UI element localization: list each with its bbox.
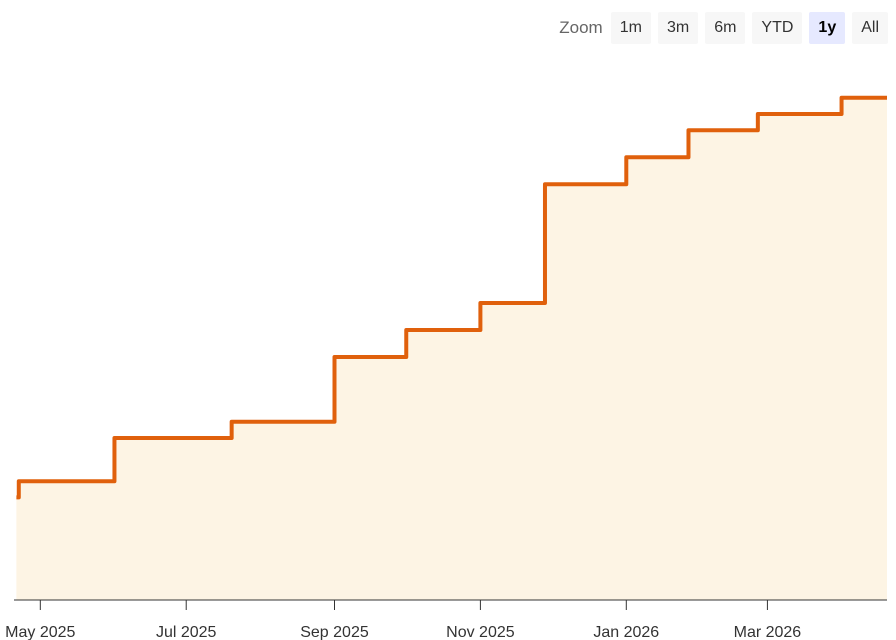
- series-area-fill: [16, 97, 887, 601]
- zoom-controls: Zoom 1m 3m 6m YTD 1y All: [559, 12, 888, 44]
- zoom-6m-button[interactable]: 6m: [705, 12, 746, 44]
- x-tick-label: Sep 2025: [300, 624, 369, 640]
- zoom-all-button[interactable]: All: [852, 12, 888, 44]
- series-line: [16, 95, 887, 500]
- zoom-label: Zoom: [559, 18, 603, 37]
- x-tick-label: Jan 2026: [593, 624, 659, 640]
- x-axis-ticks: May 2025 Jul 2025 Sep 2025 Nov 2025 Jan 2026…: [5, 600, 801, 640]
- zoom-1y-button[interactable]: 1y: [809, 12, 846, 44]
- x-tick-label: May 2025: [5, 624, 75, 640]
- x-tick-label: Nov 2025: [446, 624, 515, 640]
- zoom-1m-button[interactable]: 1m: [610, 12, 651, 44]
- x-tick-label: Jul 2025: [156, 624, 217, 640]
- zoom-3m-button[interactable]: 3m: [657, 12, 699, 44]
- x-tick-label: Mar 2026: [734, 624, 802, 640]
- zoom-ytd-button[interactable]: YTD: [752, 12, 803, 44]
